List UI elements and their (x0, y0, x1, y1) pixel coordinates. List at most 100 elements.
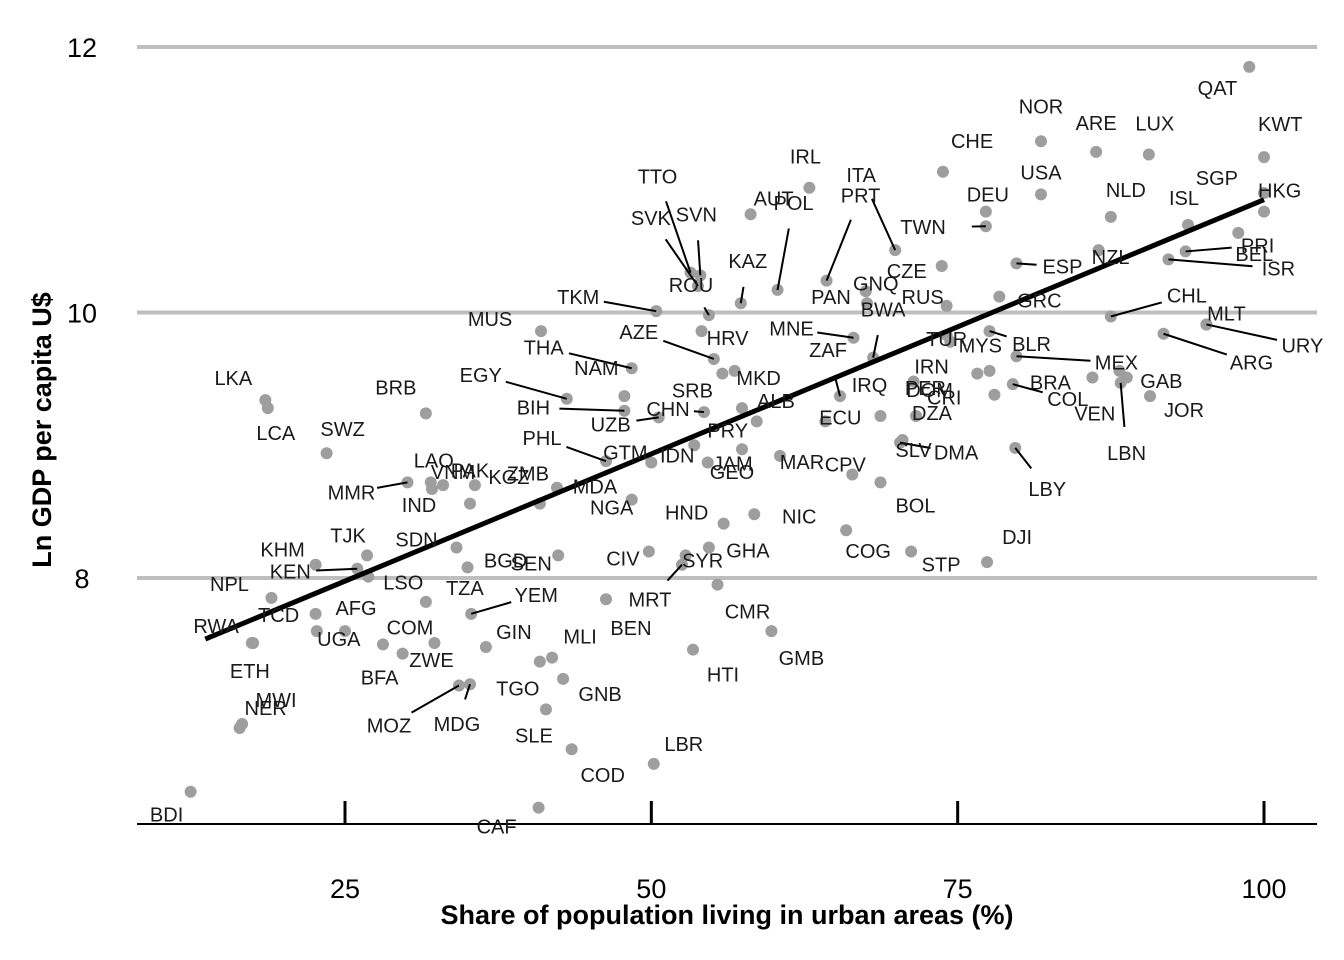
label-ben: BEN (610, 618, 651, 640)
point-jor (1144, 390, 1157, 403)
label-sle: SLE (515, 725, 553, 747)
y-tick-label-10: 10 (67, 299, 97, 329)
label-zmb: ZMB (507, 464, 549, 486)
point-com (376, 638, 389, 651)
label-pri: PRI (1241, 235, 1274, 257)
leader-col (1012, 383, 1043, 394)
x-tick-label-25: 25 (330, 874, 360, 904)
label-egy: EGY (460, 365, 502, 387)
label-lby: LBY (1028, 479, 1066, 501)
label-eth: ETH (230, 661, 270, 683)
label-arg: ARG (1230, 353, 1273, 375)
point-mus (535, 325, 548, 338)
label-cog: COG (845, 541, 891, 563)
leader-blr (989, 330, 1007, 338)
y-tick-label-8: 8 (74, 564, 89, 594)
label-nor: NOR (1019, 96, 1063, 118)
leader-ken (316, 567, 358, 572)
point-sle (539, 703, 552, 716)
point-aut (744, 208, 757, 221)
label-aze: AZE (619, 322, 658, 344)
label-lso: LSO (383, 573, 423, 595)
label-stp: STP (922, 554, 961, 576)
label-bdi: BDI (150, 805, 183, 827)
label-mex: MEX (1095, 352, 1138, 374)
point-bra (1086, 371, 1099, 384)
label-hti: HTI (707, 665, 739, 687)
label-isr: ISR (1262, 258, 1295, 280)
label-pan: PAN (811, 287, 851, 309)
label-chn: CHN (646, 399, 689, 421)
label-mlt: MLT (1207, 303, 1246, 325)
point-bdi (184, 785, 197, 798)
point-irn (907, 375, 920, 388)
point-grc (993, 290, 1006, 303)
label-mkd: MKD (736, 368, 780, 390)
label-hrv: HRV (707, 328, 750, 350)
label-npl: NPL (210, 574, 249, 596)
label-slv: SLV (895, 440, 932, 462)
leader-aze (662, 339, 715, 360)
label-cze: CZE (887, 261, 927, 283)
label-svk: SVK (631, 208, 672, 230)
label-mne: MNE (769, 319, 813, 341)
label-cod: COD (580, 765, 624, 787)
label-cri: CRI (927, 388, 961, 410)
point-sgp (1258, 187, 1270, 200)
point-nam (618, 390, 631, 403)
point-irl (803, 181, 816, 194)
point-kgz (468, 479, 481, 492)
leader-uzb (636, 416, 659, 422)
label-col: COL (1047, 389, 1088, 411)
label-brb: BRB (375, 377, 416, 399)
label-bgd: BGD (484, 550, 527, 572)
label-syr: SYR (682, 550, 723, 572)
point-cri (971, 367, 984, 380)
point-bgd (461, 561, 474, 574)
point-cpv (846, 468, 859, 481)
x-tick-label-50: 50 (636, 874, 666, 904)
leader-pri (1185, 246, 1232, 253)
label-ecu: ECU (819, 407, 861, 429)
label-aut: AUT (754, 188, 794, 210)
point-lbr (647, 757, 660, 770)
point-syr (679, 549, 692, 562)
label-bol: BOL (895, 495, 935, 517)
leader-tto (665, 200, 692, 274)
label-irl: IRL (790, 147, 821, 169)
label-pry: PRY (707, 420, 748, 442)
label-ury: URY (1281, 335, 1323, 357)
point-pak (463, 497, 476, 510)
point-irq (874, 410, 887, 423)
point-civ (642, 545, 655, 558)
point-tcd (309, 607, 322, 620)
label-rus: RUS (902, 287, 944, 309)
point-afg (339, 625, 351, 638)
label-sen: SEN (511, 553, 552, 575)
label-usa: USA (1020, 162, 1062, 184)
leader-tha (568, 352, 632, 370)
point-bol (874, 476, 887, 489)
label-tgo: TGO (496, 679, 539, 701)
label-gnq: GNQ (853, 273, 899, 295)
label-vnm: VNM (431, 462, 475, 484)
label-tur: TUR (926, 329, 967, 351)
label-mda: MDA (573, 477, 618, 499)
point-tjk (361, 549, 374, 562)
label-yem: YEM (515, 585, 558, 607)
point-tza (419, 595, 432, 608)
point-gin (479, 641, 492, 654)
x-tick-label-75: 75 (943, 874, 973, 904)
leader-rou (703, 306, 710, 316)
leader-egy (505, 380, 568, 400)
point-per (988, 388, 1001, 401)
label-uga: UGA (317, 629, 361, 651)
trend-line (204, 197, 1265, 642)
point-nld (1104, 210, 1117, 223)
label-ind: IND (402, 495, 436, 517)
point-lca (261, 402, 274, 415)
leader-phl (566, 446, 607, 463)
leader-bih (559, 407, 625, 412)
leader-mex (1016, 355, 1091, 362)
leader-arg (1163, 332, 1228, 356)
